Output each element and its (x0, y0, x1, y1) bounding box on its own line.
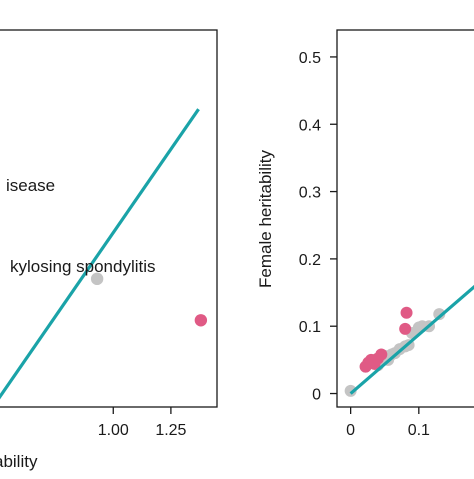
left-x-tick-label: 1.25 (155, 422, 186, 439)
left-fit-line (0, 108, 200, 400)
right-y-axis-title: Female heritability (256, 150, 275, 288)
left-data-point (90, 272, 104, 286)
right-pink-point (375, 348, 388, 361)
left-plot-frame (0, 29, 218, 408)
right-y-tick-label: 0.5 (299, 50, 321, 67)
right-x-tick-label: 0.1 (408, 422, 430, 439)
right-fit-line (349, 284, 474, 395)
annotation-ankylosing-spondylitis: kylosing spondylitis (10, 257, 156, 276)
left-x-tick-label: 1.00 (98, 422, 129, 439)
right-pink-point (399, 322, 412, 335)
right-y-tick-label: 0 (312, 387, 321, 404)
right-grey-point (433, 308, 446, 321)
right-x-tick-label: 0 (346, 422, 355, 439)
right-y-tick-label: 0.2 (299, 252, 321, 269)
right-grey-point (344, 384, 357, 397)
right-x-axis: 0 0.1 (346, 407, 430, 439)
right-y-axis: 0 0.1 0.2 0.3 0.4 0.5 (299, 50, 337, 404)
left-panel: 1.00 1.25 isease kylosing spondylitis abi… (0, 29, 218, 471)
annotation-disease: isease (6, 176, 55, 195)
left-x-axis-title: ability (0, 452, 38, 471)
right-plot-frame (336, 29, 474, 408)
right-y-tick-label: 0.4 (299, 117, 321, 134)
left-points (90, 272, 208, 327)
right-pink-point (400, 306, 413, 319)
left-data-point (194, 314, 208, 327)
right-grey-points (344, 308, 446, 397)
left-x-axis: 1.00 1.25 (98, 407, 187, 439)
right-y-tick-label: 0.3 (299, 185, 321, 202)
right-y-tick-label: 0.1 (299, 319, 321, 336)
right-panel: 00.10.20.30.40.5 0 0.1 Female heritabilit… (256, 29, 474, 439)
right-pink-points (359, 306, 413, 373)
